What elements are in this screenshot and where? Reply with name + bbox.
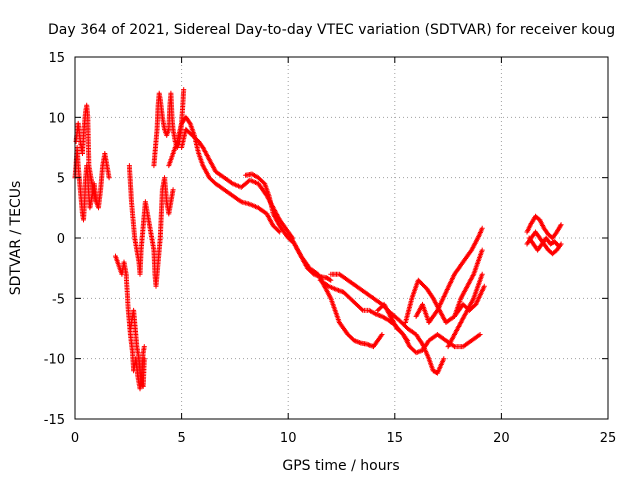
series-markers	[452, 247, 485, 319]
series-5	[126, 163, 176, 289]
series-markers	[413, 225, 485, 325]
series-markers	[243, 171, 334, 283]
y-axis-label: SDTVAR / TECUs	[8, 181, 24, 296]
series-9	[243, 171, 334, 283]
y-tick-label: 5	[57, 172, 65, 187]
data-series	[72, 87, 564, 392]
x-tick-label: 0	[71, 431, 79, 446]
y-tick-label: 10	[48, 111, 65, 126]
series-markers	[445, 271, 485, 350]
y-tick-label: -10	[44, 353, 65, 368]
series-17	[452, 247, 485, 319]
series-7	[166, 114, 283, 235]
series-18	[524, 213, 564, 241]
series-10	[285, 229, 385, 350]
axis-ticks: 0 5 10 15 20 25 -15 -10 -5 0 5 10 15	[44, 51, 617, 446]
x-tick-label: 5	[177, 431, 185, 446]
series-1	[72, 145, 99, 223]
series-markers	[285, 229, 385, 350]
series-markers	[166, 114, 283, 235]
series-markers	[72, 145, 99, 223]
series-16	[445, 271, 485, 350]
x-tick-label: 20	[493, 431, 510, 446]
x-tick-label: 15	[387, 431, 404, 446]
series-13	[375, 301, 483, 356]
y-tick-label: 0	[57, 232, 65, 247]
x-tick-label: 25	[600, 431, 617, 446]
series-4	[127, 307, 147, 389]
series-20	[526, 235, 562, 253]
series-11	[317, 277, 411, 344]
series-2	[73, 102, 112, 211]
series-markers	[526, 235, 562, 253]
x-tick-label: 10	[280, 431, 297, 446]
series-15	[413, 225, 485, 325]
series-markers	[317, 277, 411, 344]
y-tick-label: -5	[52, 292, 65, 307]
x-axis-label: GPS time / hours	[282, 458, 399, 474]
series-markers	[375, 301, 483, 356]
y-tick-label: -15	[44, 413, 65, 428]
y-tick-label: 15	[48, 51, 65, 66]
series-markers	[524, 213, 564, 241]
series-markers	[126, 163, 176, 289]
series-markers	[127, 307, 147, 389]
series-markers	[73, 102, 112, 211]
chart-title: Day 364 of 2021, Sidereal Day-to-day VTE…	[48, 22, 615, 38]
